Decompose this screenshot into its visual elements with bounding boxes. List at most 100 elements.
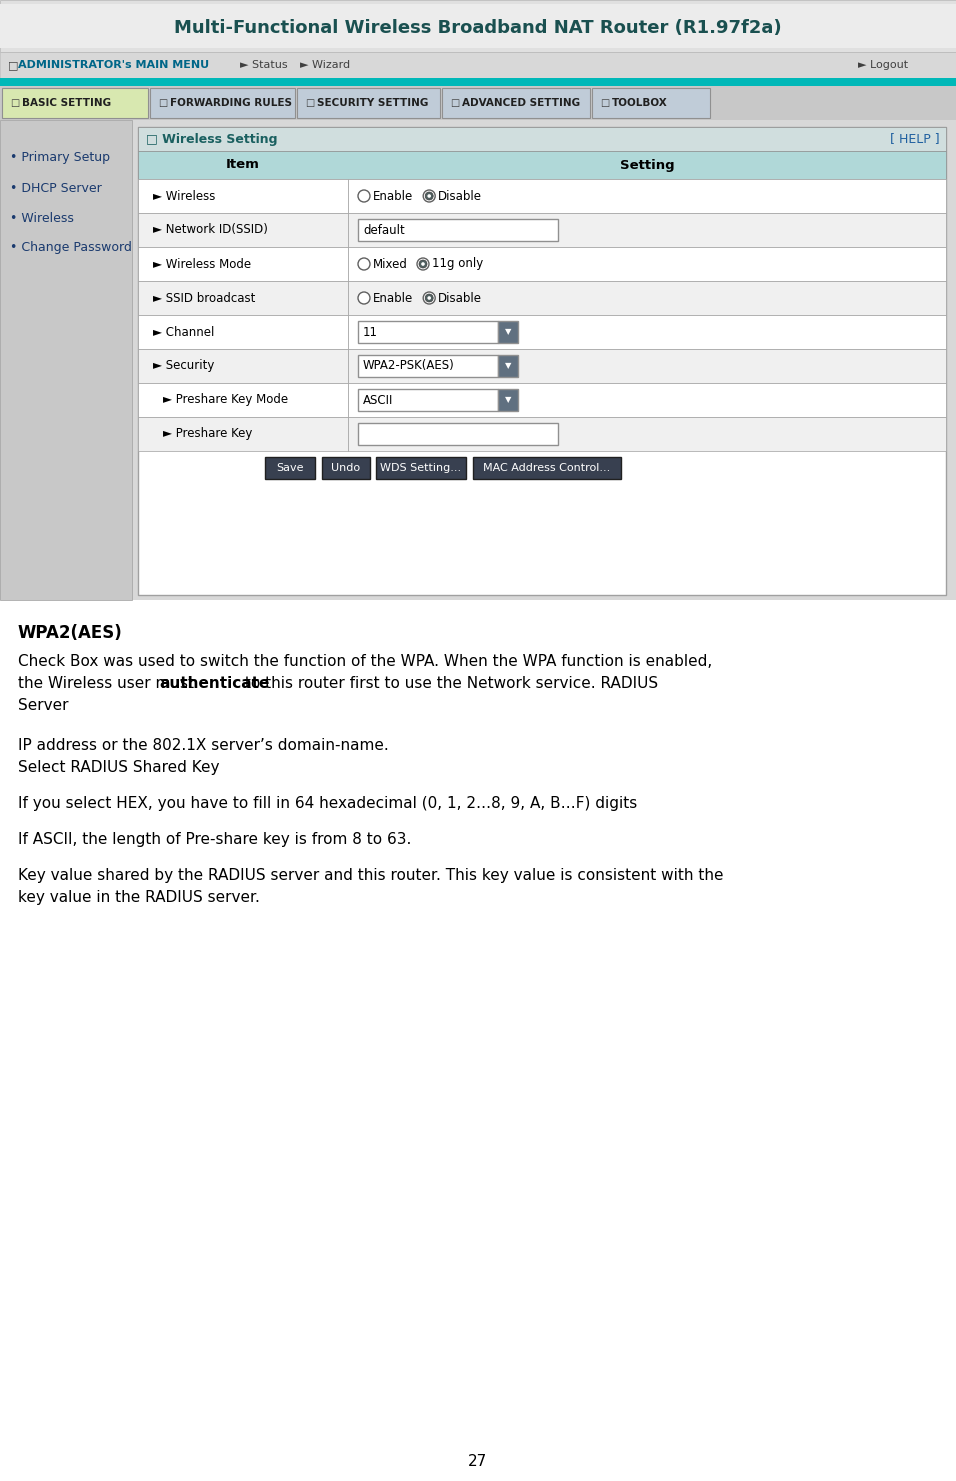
Text: to this router first to use the Network service. RADIUS: to this router first to use the Network … <box>240 675 658 692</box>
Text: □: □ <box>305 98 315 108</box>
Text: WPA2-PSK(AES): WPA2-PSK(AES) <box>363 360 455 373</box>
Text: Check Box was used to switch the function of the WPA. When the WPA function is e: Check Box was used to switch the functio… <box>18 655 712 669</box>
Bar <box>348 315 946 350</box>
Bar <box>348 179 946 213</box>
Text: IP address or the 802.1X server’s domain-name.: IP address or the 802.1X server’s domain… <box>18 738 389 752</box>
Bar <box>138 213 348 247</box>
Text: ► Network ID(SSID): ► Network ID(SSID) <box>153 224 268 237</box>
Bar <box>473 458 621 478</box>
Text: WPA2(AES): WPA2(AES) <box>18 624 122 641</box>
Bar <box>138 315 348 350</box>
Text: □: □ <box>158 98 167 108</box>
Bar <box>498 355 518 378</box>
Text: ▼: ▼ <box>505 327 511 336</box>
Text: WDS Setting...: WDS Setting... <box>380 464 462 472</box>
Text: MAC Address Control...: MAC Address Control... <box>484 464 611 472</box>
Bar <box>138 151 946 179</box>
Text: 11: 11 <box>363 326 378 339</box>
Text: [ HELP ]: [ HELP ] <box>890 132 940 145</box>
Bar <box>138 350 348 384</box>
Text: Enable: Enable <box>373 190 413 203</box>
Bar <box>138 247 348 281</box>
Bar <box>138 127 946 151</box>
Bar <box>2 87 148 118</box>
Bar <box>348 350 946 384</box>
Bar <box>442 87 590 118</box>
Bar <box>358 355 498 378</box>
Circle shape <box>358 292 370 304</box>
Bar <box>348 281 946 315</box>
Circle shape <box>427 296 431 299</box>
Text: • Primary Setup: • Primary Setup <box>10 151 110 164</box>
Text: ► Wireless Mode: ► Wireless Mode <box>153 258 251 271</box>
Bar <box>150 87 295 118</box>
Circle shape <box>417 258 429 270</box>
Circle shape <box>424 190 435 201</box>
Bar <box>138 384 348 418</box>
Bar <box>138 127 946 595</box>
Bar <box>376 458 466 478</box>
Bar <box>358 390 498 412</box>
Text: Setting: Setting <box>619 158 674 172</box>
Circle shape <box>425 295 433 302</box>
Bar <box>0 52 956 78</box>
Text: Disable: Disable <box>438 292 482 305</box>
Text: □: □ <box>450 98 459 108</box>
Bar <box>0 78 956 86</box>
Text: If ASCII, the length of Pre-share key is from 8 to 63.: If ASCII, the length of Pre-share key is… <box>18 832 411 847</box>
Text: Mixed: Mixed <box>373 258 408 271</box>
Bar <box>498 321 518 344</box>
Bar <box>322 458 370 478</box>
Bar <box>348 213 946 247</box>
Text: ► Security: ► Security <box>153 360 214 373</box>
Circle shape <box>422 262 424 265</box>
Bar <box>265 458 315 478</box>
Text: ► Wizard: ► Wizard <box>300 61 350 70</box>
Text: Enable: Enable <box>373 292 413 305</box>
Text: □: □ <box>600 98 609 108</box>
Text: • DHCP Server: • DHCP Server <box>10 182 101 194</box>
Text: FORWARDING RULES: FORWARDING RULES <box>170 98 292 108</box>
Bar <box>0 600 956 1481</box>
Text: □: □ <box>8 61 18 70</box>
Text: BASIC SETTING: BASIC SETTING <box>22 98 111 108</box>
Text: 27: 27 <box>468 1454 488 1469</box>
Bar <box>297 87 440 118</box>
Bar <box>138 418 348 452</box>
Bar <box>0 0 956 52</box>
Text: ADMINISTRATOR's MAIN MENU: ADMINISTRATOR's MAIN MENU <box>18 61 209 70</box>
Bar <box>0 120 132 600</box>
Text: Undo: Undo <box>332 464 360 472</box>
Text: Key value shared by the RADIUS server and this router. This key value is consist: Key value shared by the RADIUS server an… <box>18 868 724 883</box>
Bar <box>348 418 946 452</box>
Circle shape <box>424 292 435 304</box>
Text: 11g only: 11g only <box>432 258 483 271</box>
Circle shape <box>425 193 433 200</box>
Bar <box>498 390 518 412</box>
Text: • Wireless: • Wireless <box>10 212 74 225</box>
Bar <box>348 384 946 418</box>
Bar <box>138 179 348 213</box>
Text: TOOLBOX: TOOLBOX <box>612 98 667 108</box>
Text: Save: Save <box>276 464 304 472</box>
Text: □ Wireless Setting: □ Wireless Setting <box>146 132 277 145</box>
Bar <box>0 86 956 120</box>
Circle shape <box>358 190 370 201</box>
Text: • Change Password: • Change Password <box>10 241 132 255</box>
Bar <box>358 219 558 241</box>
Text: ► Wireless: ► Wireless <box>153 190 215 203</box>
Text: Multi-Functional Wireless Broadband NAT Router (R1.97f2a): Multi-Functional Wireless Broadband NAT … <box>174 19 782 37</box>
Text: ► Preshare Key Mode: ► Preshare Key Mode <box>163 394 288 406</box>
Text: Server: Server <box>18 698 69 712</box>
Bar <box>138 281 348 315</box>
Circle shape <box>427 194 431 198</box>
Bar <box>592 87 710 118</box>
Text: SECURITY SETTING: SECURITY SETTING <box>317 98 428 108</box>
Text: ► Preshare Key: ► Preshare Key <box>163 428 252 440</box>
Text: Item: Item <box>226 158 260 172</box>
Circle shape <box>419 261 427 268</box>
Text: ► Logout: ► Logout <box>858 61 908 70</box>
Text: ► Status: ► Status <box>240 61 288 70</box>
Text: key value in the RADIUS server.: key value in the RADIUS server. <box>18 890 260 905</box>
Bar <box>0 120 956 600</box>
